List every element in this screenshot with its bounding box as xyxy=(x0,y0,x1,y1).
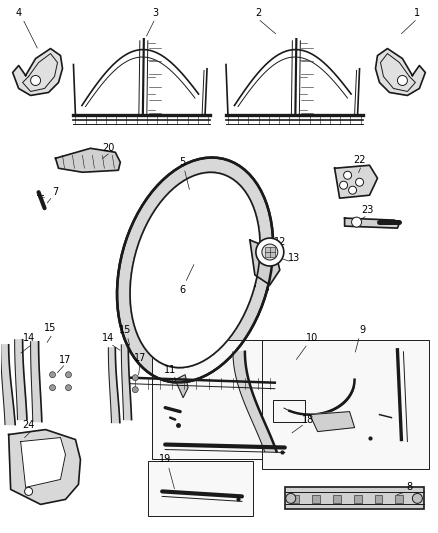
Text: 19: 19 xyxy=(159,455,171,464)
Text: 15: 15 xyxy=(44,323,57,333)
Text: 12: 12 xyxy=(274,237,286,247)
Text: 20: 20 xyxy=(102,143,115,154)
Bar xyxy=(291,495,299,503)
Bar xyxy=(285,487,424,510)
Circle shape xyxy=(413,494,422,503)
Circle shape xyxy=(343,171,352,179)
Circle shape xyxy=(49,372,56,378)
Circle shape xyxy=(25,487,32,495)
Polygon shape xyxy=(375,49,425,95)
Text: 10: 10 xyxy=(306,333,318,343)
Circle shape xyxy=(49,385,56,391)
Bar xyxy=(332,495,341,503)
Text: 23: 23 xyxy=(361,205,374,215)
Polygon shape xyxy=(250,240,280,285)
Text: 17: 17 xyxy=(134,353,146,363)
Text: 13: 13 xyxy=(288,253,300,263)
Polygon shape xyxy=(31,342,42,422)
Circle shape xyxy=(66,372,71,378)
Polygon shape xyxy=(56,148,120,172)
Circle shape xyxy=(349,186,357,194)
Bar xyxy=(152,340,307,459)
Circle shape xyxy=(132,386,138,393)
Text: 3: 3 xyxy=(152,7,158,18)
Circle shape xyxy=(339,181,348,189)
Text: 17: 17 xyxy=(59,355,72,365)
Circle shape xyxy=(397,76,407,85)
Text: 1: 1 xyxy=(414,7,420,18)
Bar xyxy=(273,400,305,422)
Text: 15: 15 xyxy=(119,325,131,335)
Bar xyxy=(374,495,382,503)
Text: 22: 22 xyxy=(353,155,366,165)
Text: 14: 14 xyxy=(102,333,114,343)
Polygon shape xyxy=(233,352,276,451)
Bar xyxy=(353,495,361,503)
Polygon shape xyxy=(13,49,63,95)
Text: 2: 2 xyxy=(255,7,261,18)
Circle shape xyxy=(262,244,278,260)
Polygon shape xyxy=(108,348,120,423)
Polygon shape xyxy=(1,345,15,425)
Circle shape xyxy=(66,385,71,391)
Text: 14: 14 xyxy=(22,333,35,343)
Circle shape xyxy=(256,238,284,266)
Polygon shape xyxy=(121,345,131,419)
Text: 11: 11 xyxy=(164,365,176,375)
Text: 7: 7 xyxy=(53,187,59,197)
Polygon shape xyxy=(345,218,399,228)
Polygon shape xyxy=(21,438,66,487)
Circle shape xyxy=(31,76,41,85)
Bar xyxy=(396,495,403,503)
Bar xyxy=(265,247,275,257)
Bar xyxy=(312,495,320,503)
Text: 4: 4 xyxy=(16,7,22,18)
Text: 9: 9 xyxy=(360,325,366,335)
Polygon shape xyxy=(9,430,81,504)
Text: 8: 8 xyxy=(406,482,413,492)
Text: 24: 24 xyxy=(22,419,35,430)
Circle shape xyxy=(352,217,361,227)
Circle shape xyxy=(356,178,364,186)
Bar xyxy=(262,340,429,470)
Polygon shape xyxy=(130,172,260,368)
Polygon shape xyxy=(117,158,273,382)
Text: 18: 18 xyxy=(302,415,314,425)
Polygon shape xyxy=(14,340,27,419)
Polygon shape xyxy=(335,165,378,198)
Text: 5: 5 xyxy=(179,157,185,167)
Bar xyxy=(148,462,253,516)
Text: 6: 6 xyxy=(179,285,185,295)
Polygon shape xyxy=(310,411,355,432)
Polygon shape xyxy=(175,375,188,398)
Circle shape xyxy=(132,375,138,381)
Circle shape xyxy=(286,494,296,503)
